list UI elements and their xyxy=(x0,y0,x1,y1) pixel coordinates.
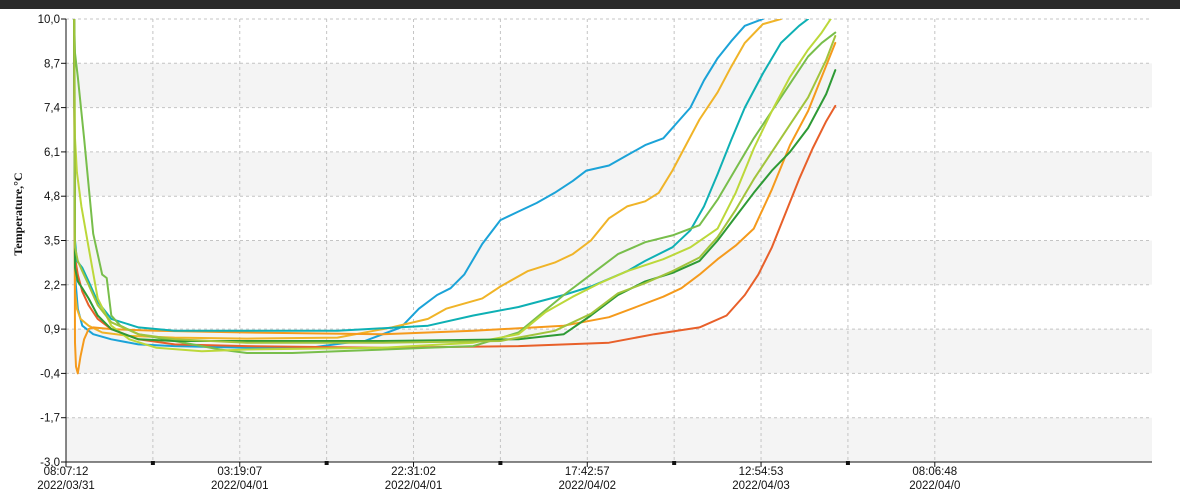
plot-band xyxy=(66,417,1152,462)
x-tick-time: 22:31:02 xyxy=(391,466,436,478)
x-minor-tick xyxy=(324,461,329,465)
grid-lines xyxy=(66,18,1152,463)
y-tick-label: 3,5 xyxy=(44,236,60,248)
series-line-7 xyxy=(73,19,832,353)
plot-band xyxy=(66,373,1152,418)
y-tick-label: 0,9 xyxy=(44,324,60,336)
series-layer xyxy=(73,19,837,375)
series-line-6 xyxy=(73,19,837,354)
plot-band xyxy=(66,19,1152,64)
x-tick-time: 08:06:48 xyxy=(912,466,957,478)
y-tick-label: 10,0 xyxy=(38,14,60,26)
x-tick-date: 2022/04/03 xyxy=(732,480,790,492)
x-tick-time: 17:42:57 xyxy=(565,466,610,478)
series-line-8 xyxy=(73,19,837,342)
y-tick-label: -1,7 xyxy=(40,413,60,425)
x-tick-date: 2022/04/01 xyxy=(385,480,443,492)
x-tick-date: 2022/03/31 xyxy=(37,480,95,492)
tick-labels: 10,08,77,46,14,83,52,20,9-0,4-1,7-3,008:… xyxy=(37,14,960,492)
x-minor-tick xyxy=(498,461,503,465)
y-tick-label: -0,4 xyxy=(40,368,60,380)
x-tick-time: 03:19:07 xyxy=(217,466,262,478)
x-tick-time: 12:54:53 xyxy=(739,466,784,478)
y-tick-label: 6,1 xyxy=(44,147,60,159)
y-tick-label: 2,2 xyxy=(44,280,60,292)
x-minor-tick xyxy=(845,461,850,465)
y-tick-label: -3,0 xyxy=(40,457,60,469)
plot-band xyxy=(66,240,1152,285)
x-tick-date: 2022/04/0 xyxy=(909,480,960,492)
series-line-5 xyxy=(73,19,810,332)
plot-band xyxy=(66,107,1152,152)
x-tick-date: 2022/04/01 xyxy=(211,480,269,492)
series-line-1 xyxy=(73,19,764,349)
plot-band xyxy=(66,63,1152,108)
plot-band xyxy=(66,151,1152,197)
series-line-9 xyxy=(73,19,837,344)
series-line-4 xyxy=(73,19,837,349)
y-tick-label: 7,4 xyxy=(44,103,61,115)
series-line-2 xyxy=(73,19,782,340)
x-minor-tick xyxy=(672,461,677,465)
axes xyxy=(61,18,1152,467)
window-top-bar xyxy=(0,0,1180,9)
plot-band xyxy=(66,329,1152,374)
plot-band xyxy=(66,284,1152,330)
x-minor-tick xyxy=(150,461,155,465)
x-tick-time: 08:07:12 xyxy=(44,466,89,478)
y-axis-label: Temperature,°C xyxy=(11,172,25,255)
x-tick-date: 2022/04/02 xyxy=(558,480,616,492)
y-tick-label: 8,7 xyxy=(44,58,60,70)
y-tick-label: 4,8 xyxy=(44,191,60,203)
